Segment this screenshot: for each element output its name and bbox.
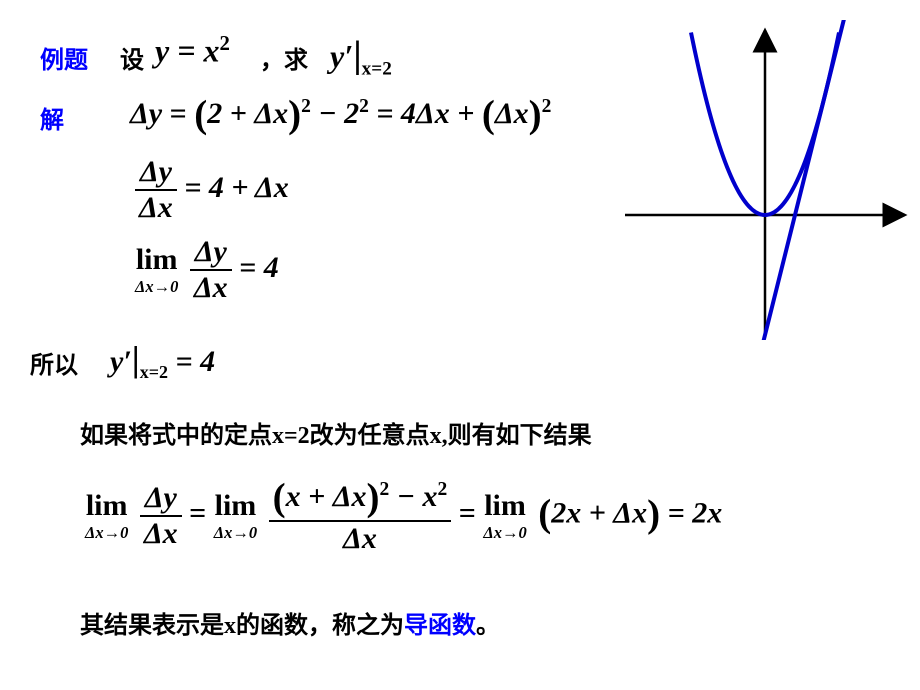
dy-rhs2: = 4Δx + bbox=[376, 97, 482, 130]
g-num1: Δy bbox=[140, 481, 182, 517]
res-rhs: = 4 bbox=[175, 345, 215, 378]
g-midnum-a: x + Δx bbox=[286, 480, 367, 513]
lim1-rhs: = 4 bbox=[239, 251, 279, 284]
g-rhs-final: = 2x bbox=[668, 496, 723, 529]
eq-ratio: Δy Δx = 4 + Δx bbox=[135, 155, 289, 225]
g-rhs-inner: 2x + Δx bbox=[551, 496, 647, 529]
lim1-num: Δy bbox=[190, 235, 232, 271]
dy-lhs: Δy bbox=[130, 97, 162, 130]
paragraph-1: 如果将式中的定点x=2改为任意点x,则有如下结果 bbox=[80, 415, 592, 450]
lim1-top: lim bbox=[135, 243, 178, 277]
dy-paren2: Δx bbox=[495, 97, 529, 130]
g-midden: Δx bbox=[269, 522, 452, 556]
lim1-den: Δx bbox=[190, 271, 232, 305]
g-lim1-bot: Δx→0 bbox=[85, 523, 128, 543]
ratio-den: Δx bbox=[135, 191, 177, 225]
g-lim3-top: lim bbox=[483, 489, 526, 523]
example-label: 例题 bbox=[40, 40, 88, 75]
eq-limit: lim Δx→0 Δy Δx = 4 bbox=[135, 235, 279, 305]
solution-label: 解 bbox=[40, 100, 64, 135]
dy-paren1: 2 + Δx bbox=[207, 97, 288, 130]
therefore-label: 所以 bbox=[30, 345, 78, 380]
dy-minus: − 2 bbox=[318, 97, 359, 130]
g-lim1-top: lim bbox=[85, 489, 128, 523]
problem-yprime: y′|x=2 bbox=[330, 33, 392, 80]
graph-parabola bbox=[620, 20, 910, 340]
eq-result: y′|x=2 = 4 bbox=[110, 338, 215, 383]
res-sub: x=2 bbox=[140, 362, 168, 382]
problem-prefix: 设 bbox=[120, 40, 144, 75]
g-lim2-bot: Δx→0 bbox=[214, 523, 257, 543]
eq-y: y = x bbox=[155, 33, 219, 69]
g-lim2-top: lim bbox=[214, 489, 257, 523]
ratio-num: Δy bbox=[135, 155, 177, 191]
g-midnum-b: − x bbox=[389, 480, 437, 513]
para2-b: 导函数 bbox=[404, 613, 476, 639]
lim1-bot: Δx→0 bbox=[135, 277, 178, 297]
yprime-sub: x=2 bbox=[362, 58, 392, 79]
g-lim3-bot: Δx→0 bbox=[483, 523, 526, 543]
paragraph-2: 其结果表示是x的函数，称之为导函数。 bbox=[80, 605, 500, 640]
para2-a: 其结果表示是x的函数，称之为 bbox=[80, 613, 404, 639]
tangent-line bbox=[756, 20, 855, 340]
res-yprime: y′ bbox=[110, 345, 132, 378]
yprime-sym: y′ bbox=[330, 38, 353, 74]
problem-eq: y = x2 bbox=[155, 32, 230, 70]
eq-general: lim Δx→0 Δy Δx = lim Δx→0 (x + Δx)2 − x2… bbox=[85, 475, 722, 556]
g-den1: Δx bbox=[140, 517, 182, 551]
problem-comma: ，求 bbox=[260, 40, 308, 75]
para2-c: 。 bbox=[476, 613, 500, 639]
ratio-rhs: = 4 + Δx bbox=[184, 171, 288, 204]
eq-delta-y: Δy = (2 + Δx)2 − 22 = 4Δx + (Δx)2 bbox=[130, 92, 551, 137]
